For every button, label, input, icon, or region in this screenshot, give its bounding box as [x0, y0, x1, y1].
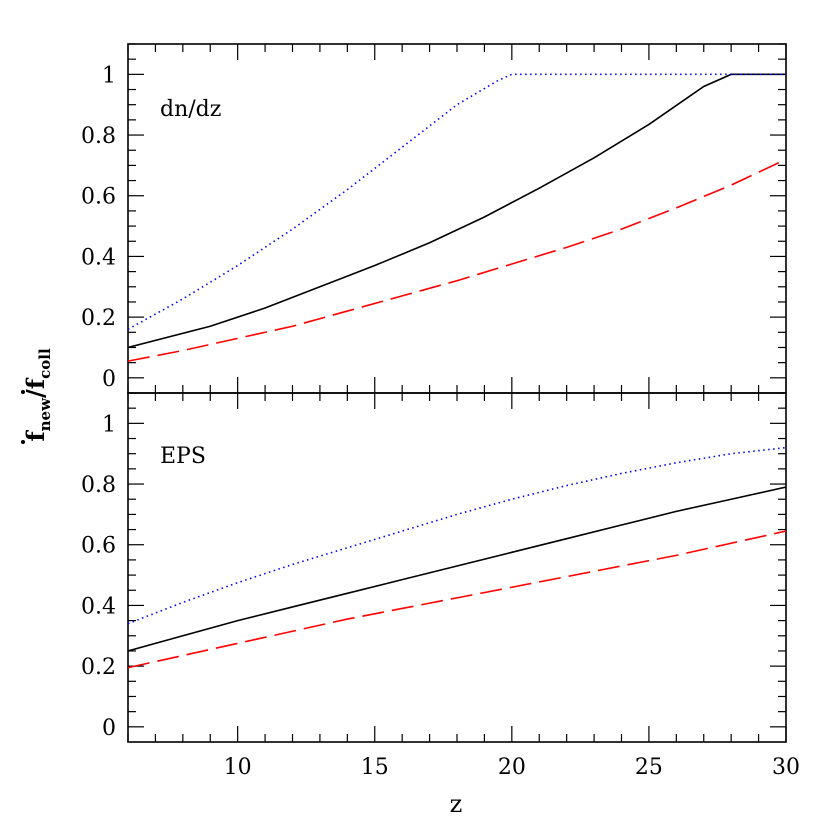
bottom-y-tick-label: 0.8: [81, 473, 116, 498]
top-y-tick-label: 0: [102, 367, 116, 392]
x-tick-label: 10: [224, 755, 252, 780]
x-tick-label: 20: [498, 755, 526, 780]
x-axis-label: z: [450, 790, 463, 818]
ylabel-separator: /: [21, 389, 50, 398]
bottom-plot-frame: [127, 392, 787, 743]
denominator-dot: [21, 390, 25, 394]
top-y-tick-label: 0.4: [81, 245, 116, 270]
top-y-tick-label: 0.2: [81, 306, 116, 331]
bottom-y-tick-label: 0.2: [81, 655, 116, 680]
svg-text:fnew/fcoll: fnew/fcoll: [21, 348, 54, 442]
x-tick-label: 25: [635, 755, 663, 780]
bottom-series-dashed: [128, 530, 786, 669]
top-series-dotted: [128, 73, 786, 330]
top-panel-annotation: dn/dz: [160, 97, 221, 122]
ylabel-denominator-sub: coll: [36, 348, 54, 379]
x-tick-label: 30: [772, 755, 800, 780]
bottom-y-tick-label: 1: [102, 412, 116, 437]
bottom-y-tick-label: 0: [102, 716, 116, 741]
bottom-y-tick-label: 0.4: [81, 594, 116, 619]
y-axis-label: fnew/fcoll: [21, 348, 54, 444]
ylabel-numerator-sub: new: [36, 397, 54, 431]
bottom-panel-annotation: EPS: [160, 444, 206, 469]
top-y-tick-label: 1: [102, 63, 116, 88]
ylabel-denominator: f: [21, 377, 50, 389]
top-series-solid: [128, 73, 786, 349]
top-y-tick-label: 0.8: [81, 124, 116, 149]
top-y-tick-label: 0.6: [81, 185, 116, 210]
bottom-y-tick-label: 0.6: [81, 534, 116, 559]
bottom-series-solid: [128, 486, 786, 652]
x-tick-label: 15: [361, 755, 389, 780]
numerator-dot: [21, 440, 25, 444]
ylabel-numerator: f: [21, 430, 50, 442]
bottom-panel: 0 0.2 0.4 0.6 0.8 1 10 15 20 25 30 EPS: [81, 392, 800, 780]
top-panel: 0 0.2 0.4 0.6 0.8 1 dn/dz: [81, 43, 787, 394]
top-series-dashed: [128, 158, 786, 362]
